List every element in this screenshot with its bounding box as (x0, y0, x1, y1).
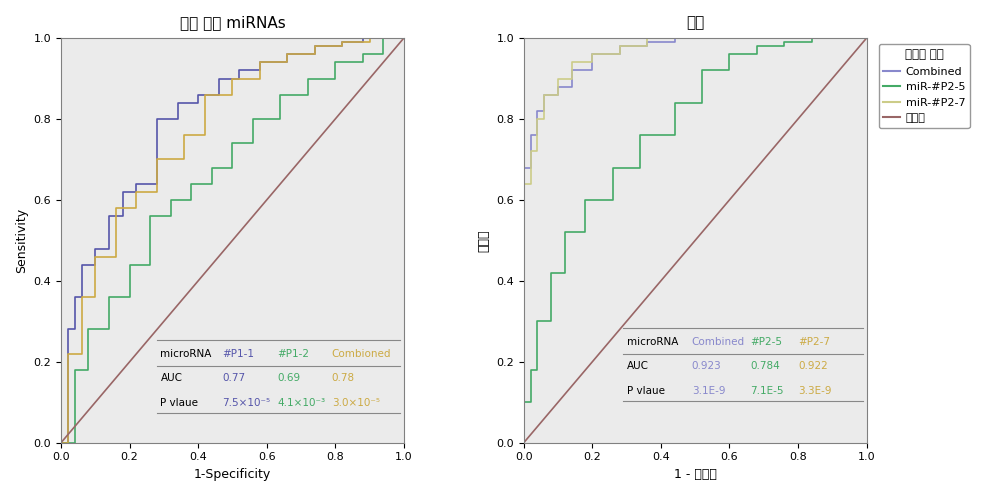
Text: microRNA: microRNA (626, 337, 678, 347)
Text: #P2-5: #P2-5 (750, 337, 782, 347)
Text: P vlaue: P vlaue (626, 385, 664, 395)
X-axis label: 1 - 특이도: 1 - 특이도 (673, 468, 716, 481)
Text: 0.922: 0.922 (798, 361, 828, 371)
X-axis label: 1-Specificity: 1-Specificity (194, 468, 271, 481)
Text: microRNA: microRNA (160, 349, 212, 359)
Title: 통증 여성 miRNAs: 통증 여성 miRNAs (179, 15, 285, 30)
Text: 3.0×10⁻⁵: 3.0×10⁻⁵ (332, 398, 379, 408)
Text: AUC: AUC (626, 361, 648, 371)
Text: P vlaue: P vlaue (160, 398, 198, 408)
Y-axis label: Sensitivity: Sensitivity (15, 208, 28, 273)
Title: 통증: 통증 (686, 15, 704, 30)
Text: 0.77: 0.77 (222, 373, 245, 383)
Text: Combioned: Combioned (332, 349, 391, 359)
Text: AUC: AUC (160, 373, 182, 383)
Text: 7.1E-5: 7.1E-5 (750, 385, 784, 395)
Text: 7.5×10⁻⁵: 7.5×10⁻⁵ (222, 398, 270, 408)
Text: 4.1×10⁻³: 4.1×10⁻³ (277, 398, 325, 408)
Text: 3.3E-9: 3.3E-9 (798, 385, 832, 395)
Text: 0.78: 0.78 (332, 373, 355, 383)
Text: #P1-2: #P1-2 (277, 349, 309, 359)
Text: 0.69: 0.69 (277, 373, 300, 383)
Text: #P1-1: #P1-1 (222, 349, 254, 359)
Text: 0.784: 0.784 (750, 361, 780, 371)
Text: 3.1E-9: 3.1E-9 (691, 385, 725, 395)
Text: #P2-7: #P2-7 (798, 337, 830, 347)
Text: 0.923: 0.923 (691, 361, 721, 371)
Text: Combined: Combined (691, 337, 745, 347)
Legend: Combined, miR-#P2-5, miR-#P2-7, 참조선: Combined, miR-#P2-5, miR-#P2-7, 참조선 (878, 44, 970, 128)
Y-axis label: 민감도: 민감도 (478, 229, 491, 251)
